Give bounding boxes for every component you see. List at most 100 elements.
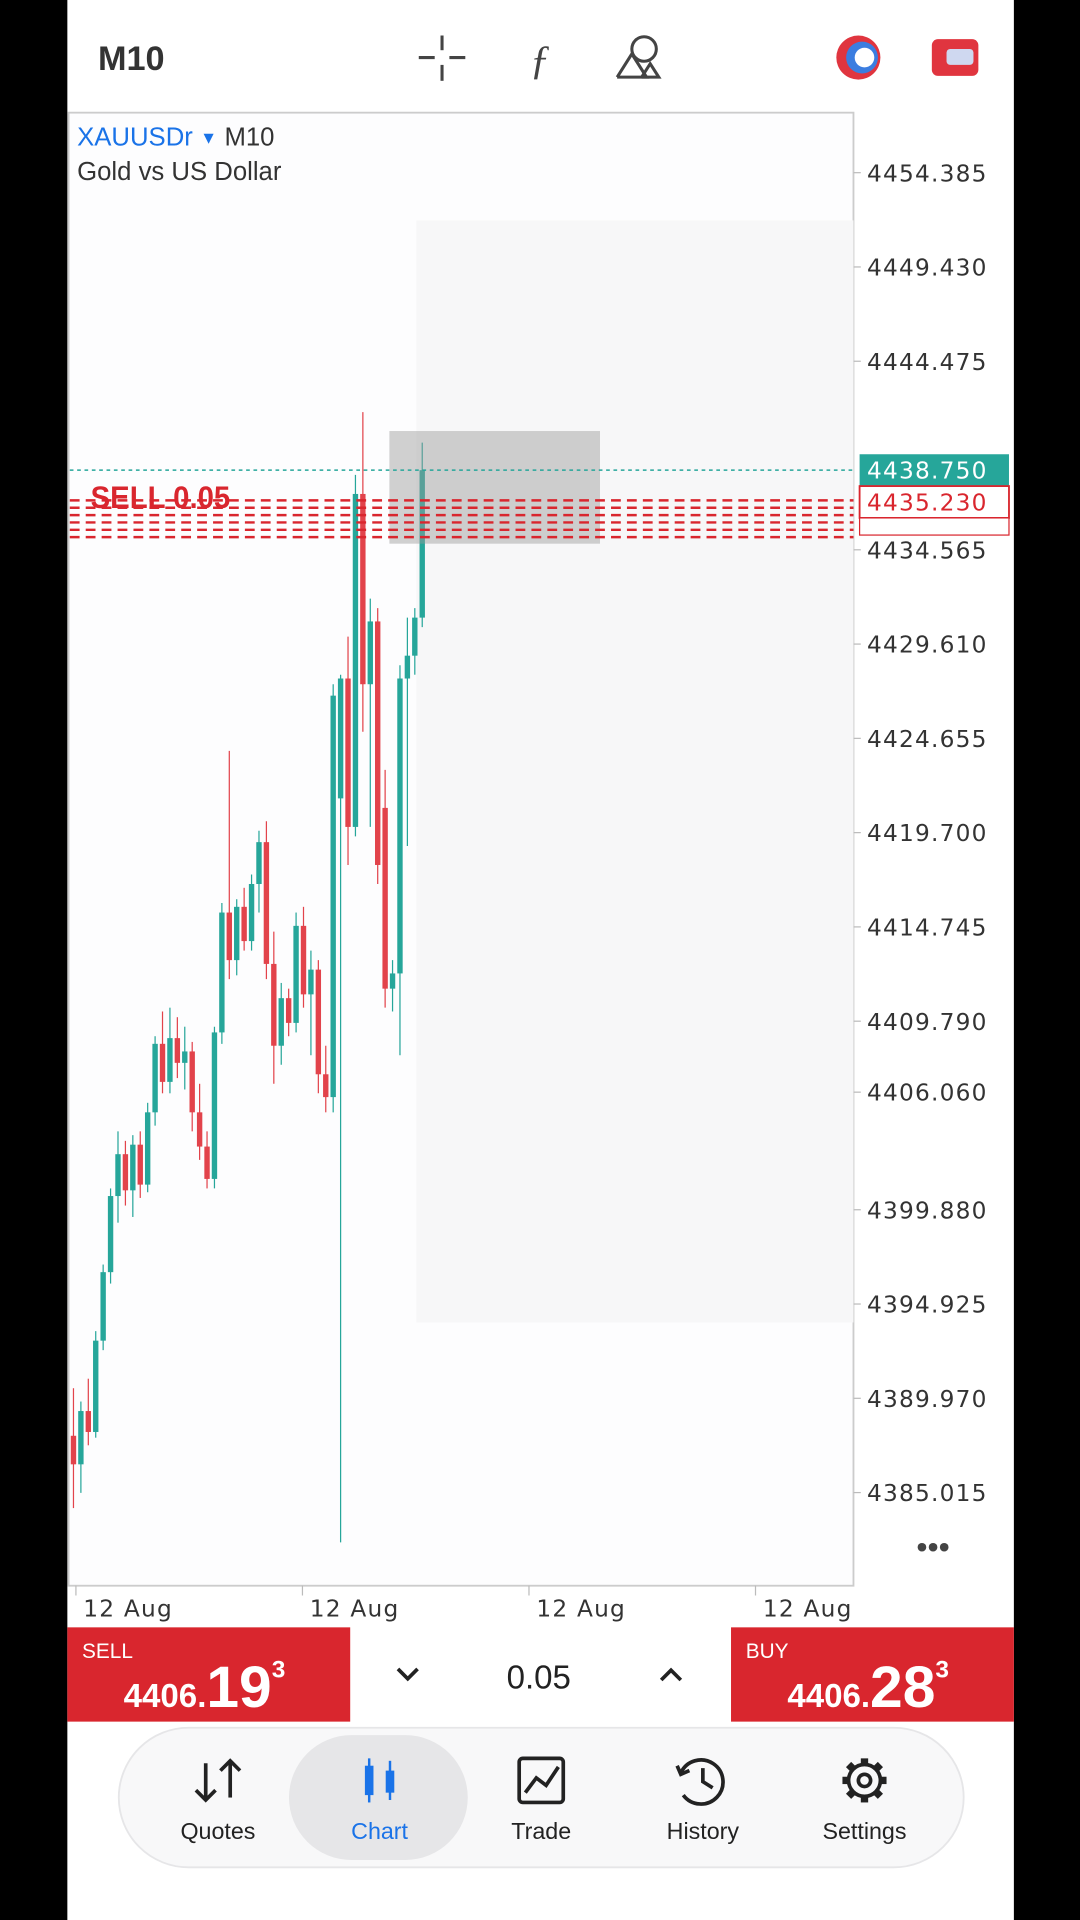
candle-body (189, 1051, 195, 1113)
candle-body (263, 842, 270, 964)
candle-body (137, 1144, 143, 1185)
y-tick-label: 4429.610 (867, 632, 988, 659)
position-label: SELL 0.05 (91, 479, 231, 515)
indicators-icon[interactable]: ƒ (530, 37, 551, 83)
candle-body (78, 1411, 84, 1465)
candle-body (248, 884, 255, 942)
buy-price-big: 28 (870, 1655, 935, 1720)
candle-body (345, 678, 351, 827)
candle-body (360, 493, 366, 685)
objects-icon[interactable] (615, 35, 662, 79)
candle-body (389, 973, 396, 989)
account-icon[interactable] (931, 39, 979, 76)
candle-body (219, 912, 225, 1033)
y-tick-label: 4406.060 (867, 1080, 988, 1107)
candle-body (100, 1272, 106, 1341)
candle-body (144, 1112, 151, 1185)
x-tick-label: 12 Aug (536, 1595, 626, 1622)
sell-price-sup: 3 (272, 1657, 286, 1684)
candle-body (404, 655, 411, 679)
y-tick-label: 4419.700 (867, 820, 988, 847)
candle-body (382, 807, 388, 989)
candle-body (70, 1435, 77, 1465)
candle-body (234, 906, 240, 961)
history-icon (675, 1758, 725, 1806)
lot-increase[interactable] (659, 1667, 683, 1682)
nav-bar (117, 1726, 965, 1869)
buy-label: BUY (746, 1640, 789, 1663)
candle-body (93, 1340, 99, 1432)
candle-body (85, 1411, 92, 1432)
nav-item[interactable]: Settings (822, 1818, 906, 1844)
position-price-label: 4435.230 (867, 490, 988, 517)
buy-price-sup: 3 (935, 1657, 949, 1684)
lot-size[interactable]: 0.05 (507, 1660, 571, 1697)
nav-item[interactable]: Quotes (180, 1818, 255, 1844)
candle-body (211, 1032, 218, 1179)
candle-body (204, 1146, 210, 1179)
y-tick-label: 4454.385 (867, 160, 988, 187)
candle-body (375, 621, 381, 865)
candle-body (182, 1051, 188, 1063)
more-button[interactable]: ••• (916, 1529, 949, 1565)
lot-decrease[interactable] (396, 1667, 419, 1682)
candle-body (174, 1038, 181, 1063)
buy-price: 4406.283 (787, 1655, 949, 1720)
y-tick-label: 4389.970 (867, 1386, 988, 1413)
candle-body (130, 1144, 136, 1191)
candle-body (196, 1112, 203, 1147)
nav-active-bg (288, 1735, 468, 1860)
x-tick-label: 12 Aug (310, 1595, 400, 1622)
trade-icon (517, 1756, 566, 1805)
y-tick-label: 4394.925 (867, 1292, 988, 1319)
trade-signal-icon[interactable] (836, 35, 881, 80)
settings-icon (842, 1758, 887, 1803)
candle-body (226, 912, 232, 961)
timeframe-button[interactable]: M10 (98, 40, 165, 78)
symbol-description: Gold vs US Dollar (77, 158, 282, 186)
candle-body (397, 678, 403, 974)
chart-icon (364, 1758, 395, 1803)
y-tick-label: 4449.430 (867, 255, 988, 282)
nav-items: Quotes Chart Trade History Settings (180, 1756, 906, 1844)
candle-body (122, 1154, 129, 1191)
candle-body (285, 998, 292, 1023)
y-tick-label: 4409.790 (867, 1009, 988, 1036)
candle-body (419, 470, 425, 618)
sell-price: 4406.193 (124, 1655, 286, 1720)
candle-body (352, 493, 359, 827)
y-tick-label: 4414.745 (867, 914, 988, 941)
y-tick-label: 4434.565 (867, 537, 988, 564)
sell-button[interactable] (67, 1627, 351, 1722)
sell-label: SELL (82, 1640, 133, 1663)
sell-price-big: 19 (206, 1655, 271, 1720)
candle-body (293, 925, 299, 1023)
y-tick-label: 4399.880 (867, 1197, 988, 1224)
candle-body (337, 678, 344, 799)
candle-body (152, 1043, 158, 1113)
nav-item[interactable]: Chart (351, 1818, 408, 1844)
candle-body (115, 1154, 121, 1197)
x-tick-label: 12 Aug (763, 1595, 853, 1622)
candle-body (412, 617, 418, 656)
crosshair-icon[interactable] (418, 35, 466, 81)
last-price-label: 4438.750 (867, 458, 988, 485)
nav-item[interactable]: History (667, 1818, 740, 1844)
quotes-icon (194, 1758, 242, 1803)
candle-body (367, 621, 373, 685)
candle-body (159, 1043, 166, 1082)
plot: SELL 0.05 (69, 412, 854, 1543)
candle-body (107, 1196, 114, 1273)
buy-price-small: 4406. (787, 1678, 870, 1715)
candle-body (308, 969, 314, 995)
nav-item[interactable]: Trade (511, 1818, 571, 1844)
sell-price-small: 4406. (124, 1678, 207, 1715)
last-price-tag (859, 454, 1009, 487)
candle-body (330, 695, 336, 1098)
buy-button[interactable] (731, 1627, 1014, 1722)
symbol[interactable]: XAUUSDr (77, 124, 193, 152)
candle-body (256, 842, 262, 885)
symbol-title[interactable]: XAUUSDr ▼ M10 (77, 124, 274, 152)
position-price-tag-stack (858, 517, 1010, 536)
